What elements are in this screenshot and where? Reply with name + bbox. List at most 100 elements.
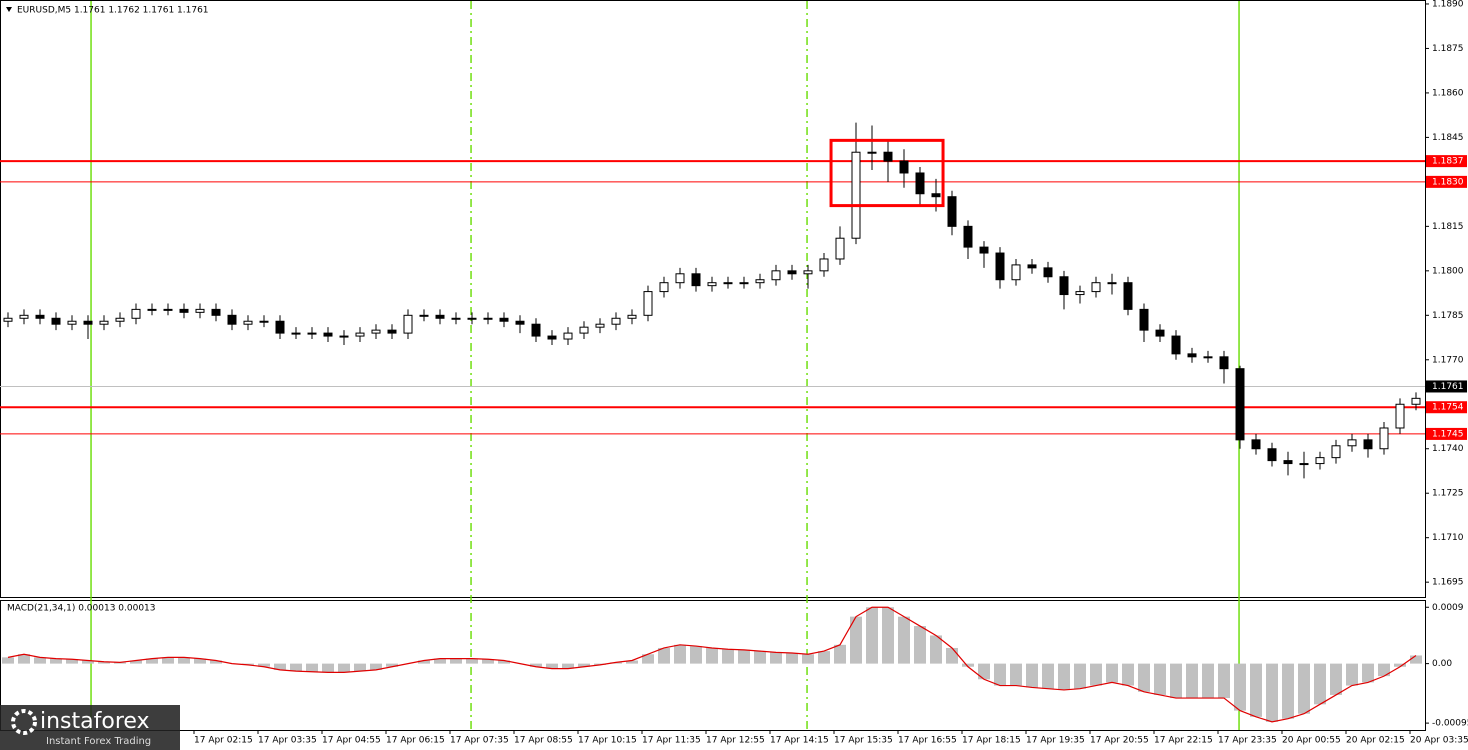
candle-body	[835, 237, 845, 260]
candle-body	[419, 314, 429, 317]
x-tick-label: 17 Apr 02:15	[194, 736, 253, 746]
macd-bar	[1170, 663, 1182, 699]
y-tick-label: 1.1740	[1432, 444, 1464, 454]
highlight-box	[829, 138, 945, 208]
macd-bar	[866, 607, 878, 664]
macd-bar	[882, 607, 894, 664]
candle-body	[339, 335, 349, 338]
candle-body	[979, 246, 989, 254]
y-tick-label: 1.1845	[1432, 133, 1464, 143]
candle-body	[531, 323, 541, 337]
candle-body	[211, 308, 221, 316]
y-tick-label: 0.00	[1432, 659, 1452, 669]
candle-body	[915, 172, 925, 195]
x-tick-label: 17 Apr 14:15	[770, 736, 829, 746]
level-label: 1.1830	[1432, 177, 1464, 187]
candle-body	[51, 317, 61, 325]
macd-bar	[818, 651, 830, 664]
candle-body	[1075, 291, 1085, 296]
candle-body	[1235, 368, 1245, 441]
candle-body	[1331, 445, 1341, 459]
candle-body	[259, 320, 269, 323]
candle-body	[179, 308, 189, 313]
macd-bar	[306, 663, 318, 672]
x-tick-label: 17 Apr 16:55	[898, 736, 957, 746]
macd-bar	[1026, 663, 1038, 688]
macd-bar	[82, 660, 94, 664]
level-tag	[1426, 175, 1467, 188]
macd-bar	[546, 663, 558, 669]
macd-bar	[146, 658, 158, 664]
macd-bar	[946, 647, 958, 664]
candle-body	[403, 314, 413, 334]
y-tick-label: 1.1890	[1432, 0, 1464, 9]
level-tag	[1426, 401, 1467, 414]
y-tick-label: 1.1725	[1432, 489, 1464, 499]
macd-bar	[914, 626, 926, 664]
level-label: 1.1837	[1432, 157, 1464, 167]
x-tick-label: 17 Apr 06:15	[386, 736, 445, 746]
macd-bar	[322, 663, 334, 673]
macd-bar	[274, 663, 286, 670]
macd-bar	[978, 663, 990, 680]
current-price-label: 1.1761	[1432, 382, 1464, 392]
candle-body	[1219, 356, 1229, 370]
x-tick-label: 17 Apr 20:55	[1090, 736, 1149, 746]
candle-body	[963, 225, 973, 248]
candle-body	[787, 270, 797, 275]
macd-bar	[1058, 663, 1070, 690]
candle-body	[883, 151, 893, 162]
macd-bar	[354, 663, 366, 672]
candle-body	[1107, 282, 1117, 285]
macd-bar	[1250, 663, 1262, 717]
logo-icon	[11, 709, 37, 735]
candle-body	[1155, 329, 1165, 337]
level-tag	[1426, 427, 1467, 440]
macd-bar	[626, 660, 638, 664]
macd-bar	[418, 660, 430, 664]
candle-body	[1139, 308, 1149, 331]
candle-body	[1027, 264, 1037, 269]
macd-bar	[34, 657, 46, 664]
macd-bar	[1282, 663, 1294, 719]
macd-bar	[50, 658, 62, 664]
macd-bar	[1138, 663, 1150, 692]
macd-bar	[1394, 663, 1406, 667]
candle-body	[1283, 460, 1293, 465]
candle-body	[675, 273, 685, 284]
candle-body	[451, 317, 461, 320]
macd-bar	[802, 654, 814, 664]
candle-body	[739, 282, 749, 285]
candle-body	[707, 282, 717, 287]
candle-body	[723, 282, 733, 285]
candle-body	[659, 282, 669, 293]
candle-body	[483, 317, 493, 320]
macd-bar	[482, 659, 494, 664]
candle-body	[1123, 282, 1133, 310]
macd-bar	[962, 663, 974, 667]
macd-bar	[1106, 663, 1118, 683]
macd-bar	[210, 660, 222, 664]
macd-bar	[994, 663, 1006, 686]
candle-body	[931, 193, 941, 198]
macd-bar	[1314, 663, 1326, 705]
candle-body	[355, 332, 365, 337]
candle-body	[243, 320, 253, 325]
x-tick-label: 20 Apr 03:35	[1410, 736, 1468, 746]
candle-body	[947, 196, 957, 227]
y-tick-label: -0.00095	[1432, 719, 1468, 729]
candle-body	[1347, 439, 1357, 447]
candle-body	[275, 320, 285, 334]
current-price-tag	[1426, 380, 1467, 393]
macd-bar	[642, 654, 654, 664]
y-tick-label: 1.1860	[1432, 88, 1464, 98]
macd-bar	[930, 635, 942, 664]
macd-bar	[242, 663, 254, 665]
macd-bar	[18, 654, 30, 664]
macd-bar	[290, 663, 302, 672]
logo-tagline: Instant Forex Trading	[46, 736, 151, 747]
candle-body	[995, 252, 1005, 281]
macd-bar	[1042, 663, 1054, 689]
